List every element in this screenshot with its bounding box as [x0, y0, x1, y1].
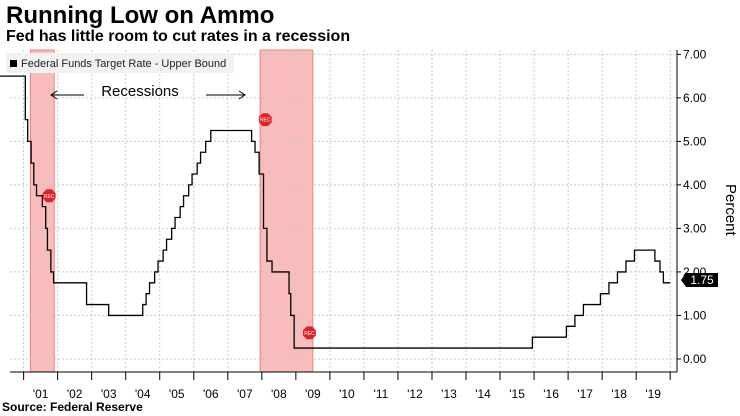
x-tick-label: '02 — [67, 387, 83, 401]
recession-arrowhead-right — [238, 90, 246, 100]
legend-swatch — [10, 60, 17, 67]
chart-title: Running Low on Ammo — [6, 2, 275, 29]
legend-label: Federal Funds Target Rate - Upper Bound — [21, 58, 226, 70]
y-tick-label: 6.00 — [683, 91, 707, 105]
x-tick-label: '04 — [135, 387, 151, 401]
recession-badge — [42, 189, 56, 203]
x-tick-label: '10 — [339, 387, 355, 401]
x-tick-label: '03 — [101, 387, 117, 401]
last-value-label: 1.75 — [690, 273, 714, 287]
x-tick-label: '13 — [441, 387, 457, 401]
y-tick-label: 4.00 — [683, 178, 707, 192]
recession-label: Recessions — [101, 83, 179, 100]
x-tick-label: '05 — [169, 387, 185, 401]
source-note: Source: Federal Reserve — [2, 400, 143, 414]
x-tick-label: '16 — [543, 387, 559, 401]
x-tick-label: '18 — [611, 387, 627, 401]
recession-badge-label: REC — [44, 194, 55, 200]
x-tick-label: '15 — [509, 387, 525, 401]
chart-subtitle: Fed has little room to cut rates in a re… — [6, 28, 351, 45]
recession-band — [259, 49, 314, 373]
x-tick-label: '07 — [237, 387, 253, 401]
y-tick-label: 3.00 — [683, 221, 707, 235]
y-tick-label: 1.00 — [683, 308, 707, 322]
x-tick-label: '01 — [33, 387, 49, 401]
y-tick-label: 7.00 — [683, 47, 707, 61]
recession-badge-label: REC — [260, 118, 271, 124]
recession-badge — [258, 113, 272, 127]
recession-badge — [303, 326, 316, 340]
last-value-marker — [681, 273, 718, 287]
recession-badge-label: REC — [304, 331, 315, 337]
y-axis-label: Percent — [722, 184, 739, 237]
legend-box — [6, 53, 234, 73]
x-tick-label: '19 — [645, 387, 661, 401]
x-tick-label: '08 — [271, 387, 287, 401]
y-tick-label: 5.00 — [683, 134, 707, 148]
x-tick-label: '06 — [203, 387, 219, 401]
x-tick-label: '11 — [374, 387, 389, 401]
x-tick-label: '17 — [577, 387, 593, 401]
x-tick-label: '09 — [305, 387, 321, 401]
y-tick-label: 0.00 — [683, 352, 707, 366]
series-line — [0, 75, 671, 349]
x-tick-label: '14 — [475, 387, 491, 401]
x-tick-label: '12 — [407, 387, 423, 401]
recession-arrowhead-left — [50, 90, 58, 100]
